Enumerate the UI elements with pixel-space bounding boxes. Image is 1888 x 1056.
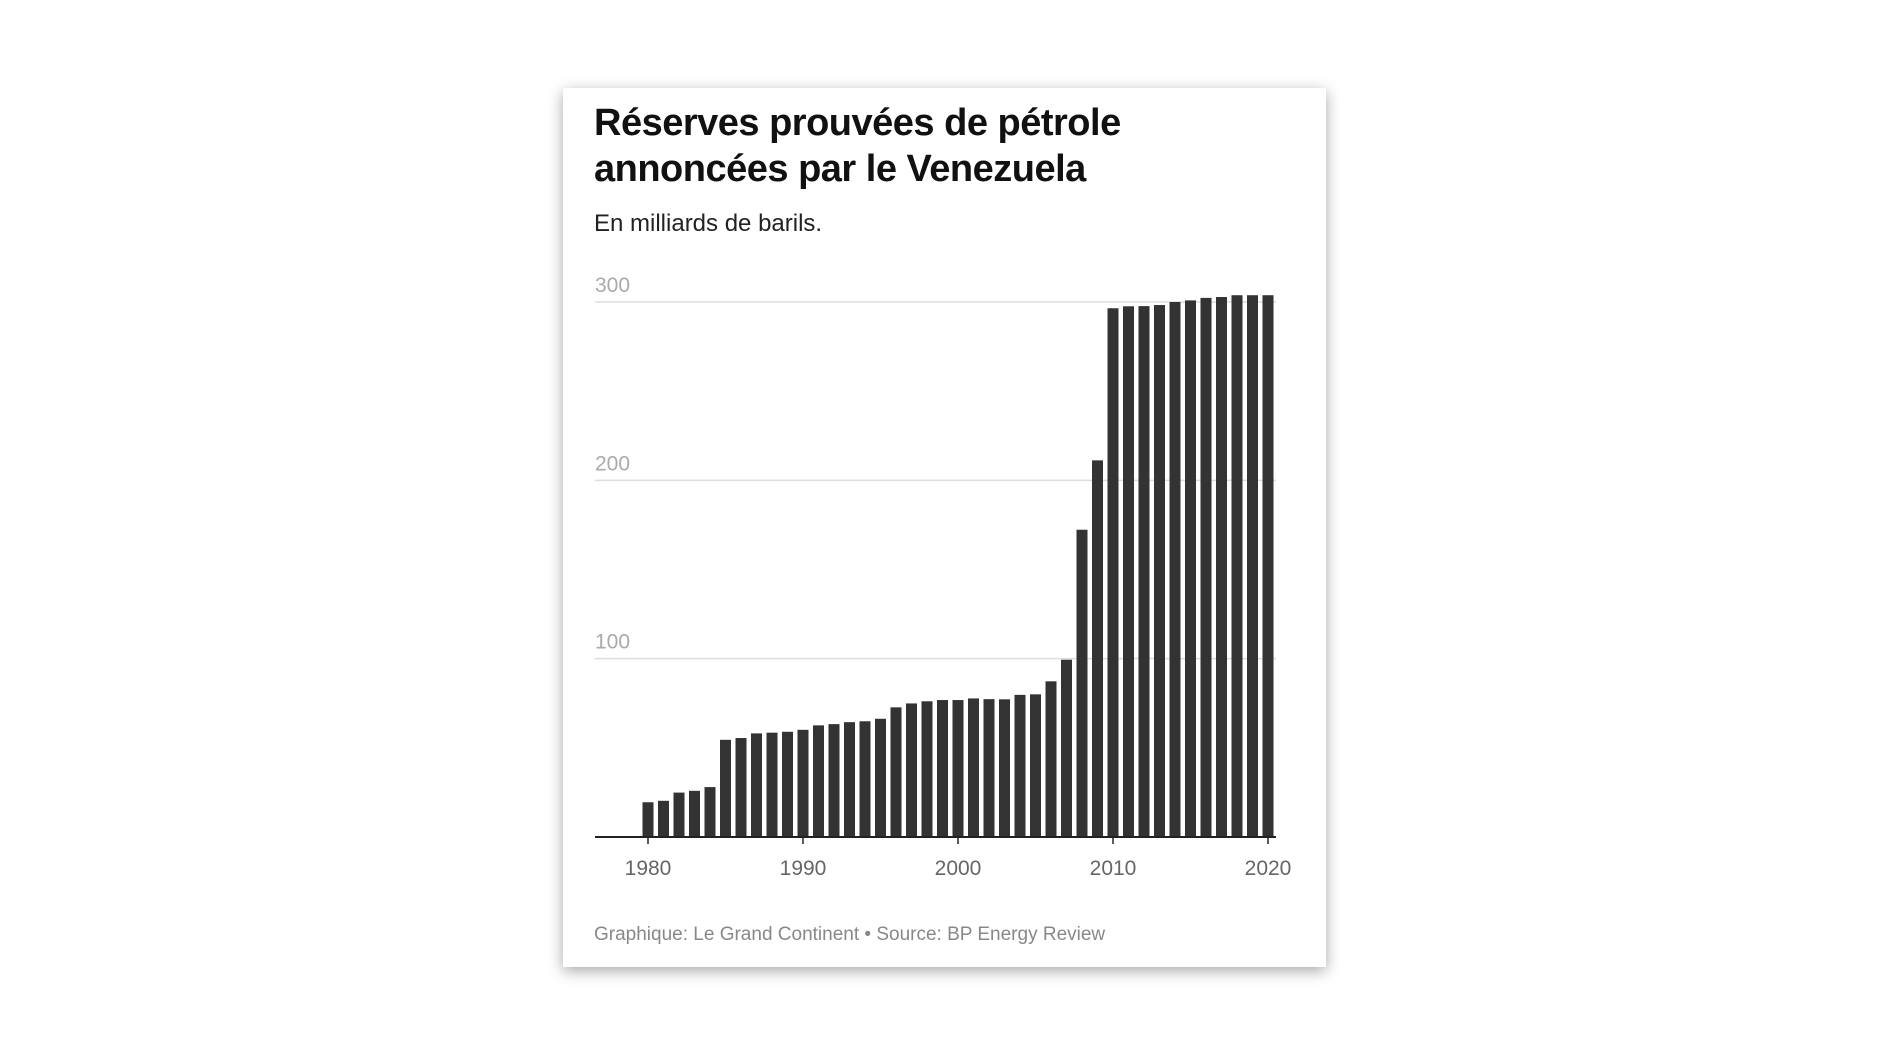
- bar-1986: [735, 738, 747, 837]
- chart-title: Réserves prouvées de pétrole annoncées p…: [594, 100, 1294, 192]
- bar-1998: [921, 701, 933, 837]
- bar-1983: [689, 790, 700, 837]
- bar-1992: [828, 724, 840, 837]
- bar-1990: [797, 729, 809, 837]
- bar-2010: [1107, 308, 1119, 837]
- bar-1997: [906, 703, 917, 837]
- title-line-1: Réserves prouvées de pétrole: [594, 102, 1121, 144]
- bar-1993: [844, 722, 855, 837]
- bar-2006: [1045, 681, 1057, 837]
- bar-2012: [1138, 306, 1150, 837]
- bar-2002: [983, 699, 995, 837]
- bar-1980: [642, 802, 654, 837]
- y-tick-label-300: 300: [595, 274, 630, 297]
- x-tick-label-1990: 1990: [780, 857, 827, 880]
- bar-2017: [1216, 297, 1227, 837]
- bar-1982: [673, 792, 685, 837]
- bar-2018: [1231, 295, 1243, 837]
- bar-2001: [968, 698, 979, 837]
- x-tick-label-2020: 2020: [1245, 857, 1292, 880]
- title-line-2: annoncées par le Venezuela: [594, 148, 1086, 190]
- x-tick-label-2010: 2010: [1090, 857, 1137, 880]
- bar-2016: [1200, 297, 1212, 838]
- y-tick-label-200: 200: [595, 452, 630, 475]
- bar-1991: [813, 725, 824, 837]
- bar-2009: [1092, 460, 1103, 837]
- bar-2015: [1185, 300, 1196, 837]
- bar-1995: [875, 718, 886, 837]
- bar-1987: [751, 733, 762, 837]
- bar-2013: [1154, 305, 1165, 837]
- bar-2014: [1169, 302, 1181, 837]
- bar-1996: [890, 707, 902, 837]
- bar-1981: [658, 800, 669, 837]
- bar-1984: [704, 787, 716, 837]
- bar-2005: [1030, 694, 1041, 837]
- bar-2020: [1262, 295, 1274, 837]
- bar-1989: [782, 731, 793, 837]
- bar-2011: [1123, 306, 1134, 837]
- y-tick-label-100: 100: [595, 631, 630, 654]
- bar-1988: [766, 732, 778, 837]
- chart-source: Graphique: Le Grand Continent • Source: …: [594, 924, 1106, 945]
- bar-1999: [937, 700, 948, 837]
- bar-2019: [1247, 295, 1258, 837]
- x-tick-label-1980: 1980: [625, 857, 672, 880]
- x-tick-label-2000: 2000: [935, 857, 982, 880]
- bar-2000: [952, 700, 964, 837]
- bar-2003: [999, 699, 1010, 837]
- bar-2008: [1076, 529, 1088, 837]
- chart-subtitle: En milliards de barils.: [594, 210, 823, 237]
- bar-1985: [720, 739, 731, 837]
- bar-2007: [1061, 659, 1072, 837]
- bar-2004: [1014, 694, 1026, 837]
- bar-1994: [859, 721, 871, 837]
